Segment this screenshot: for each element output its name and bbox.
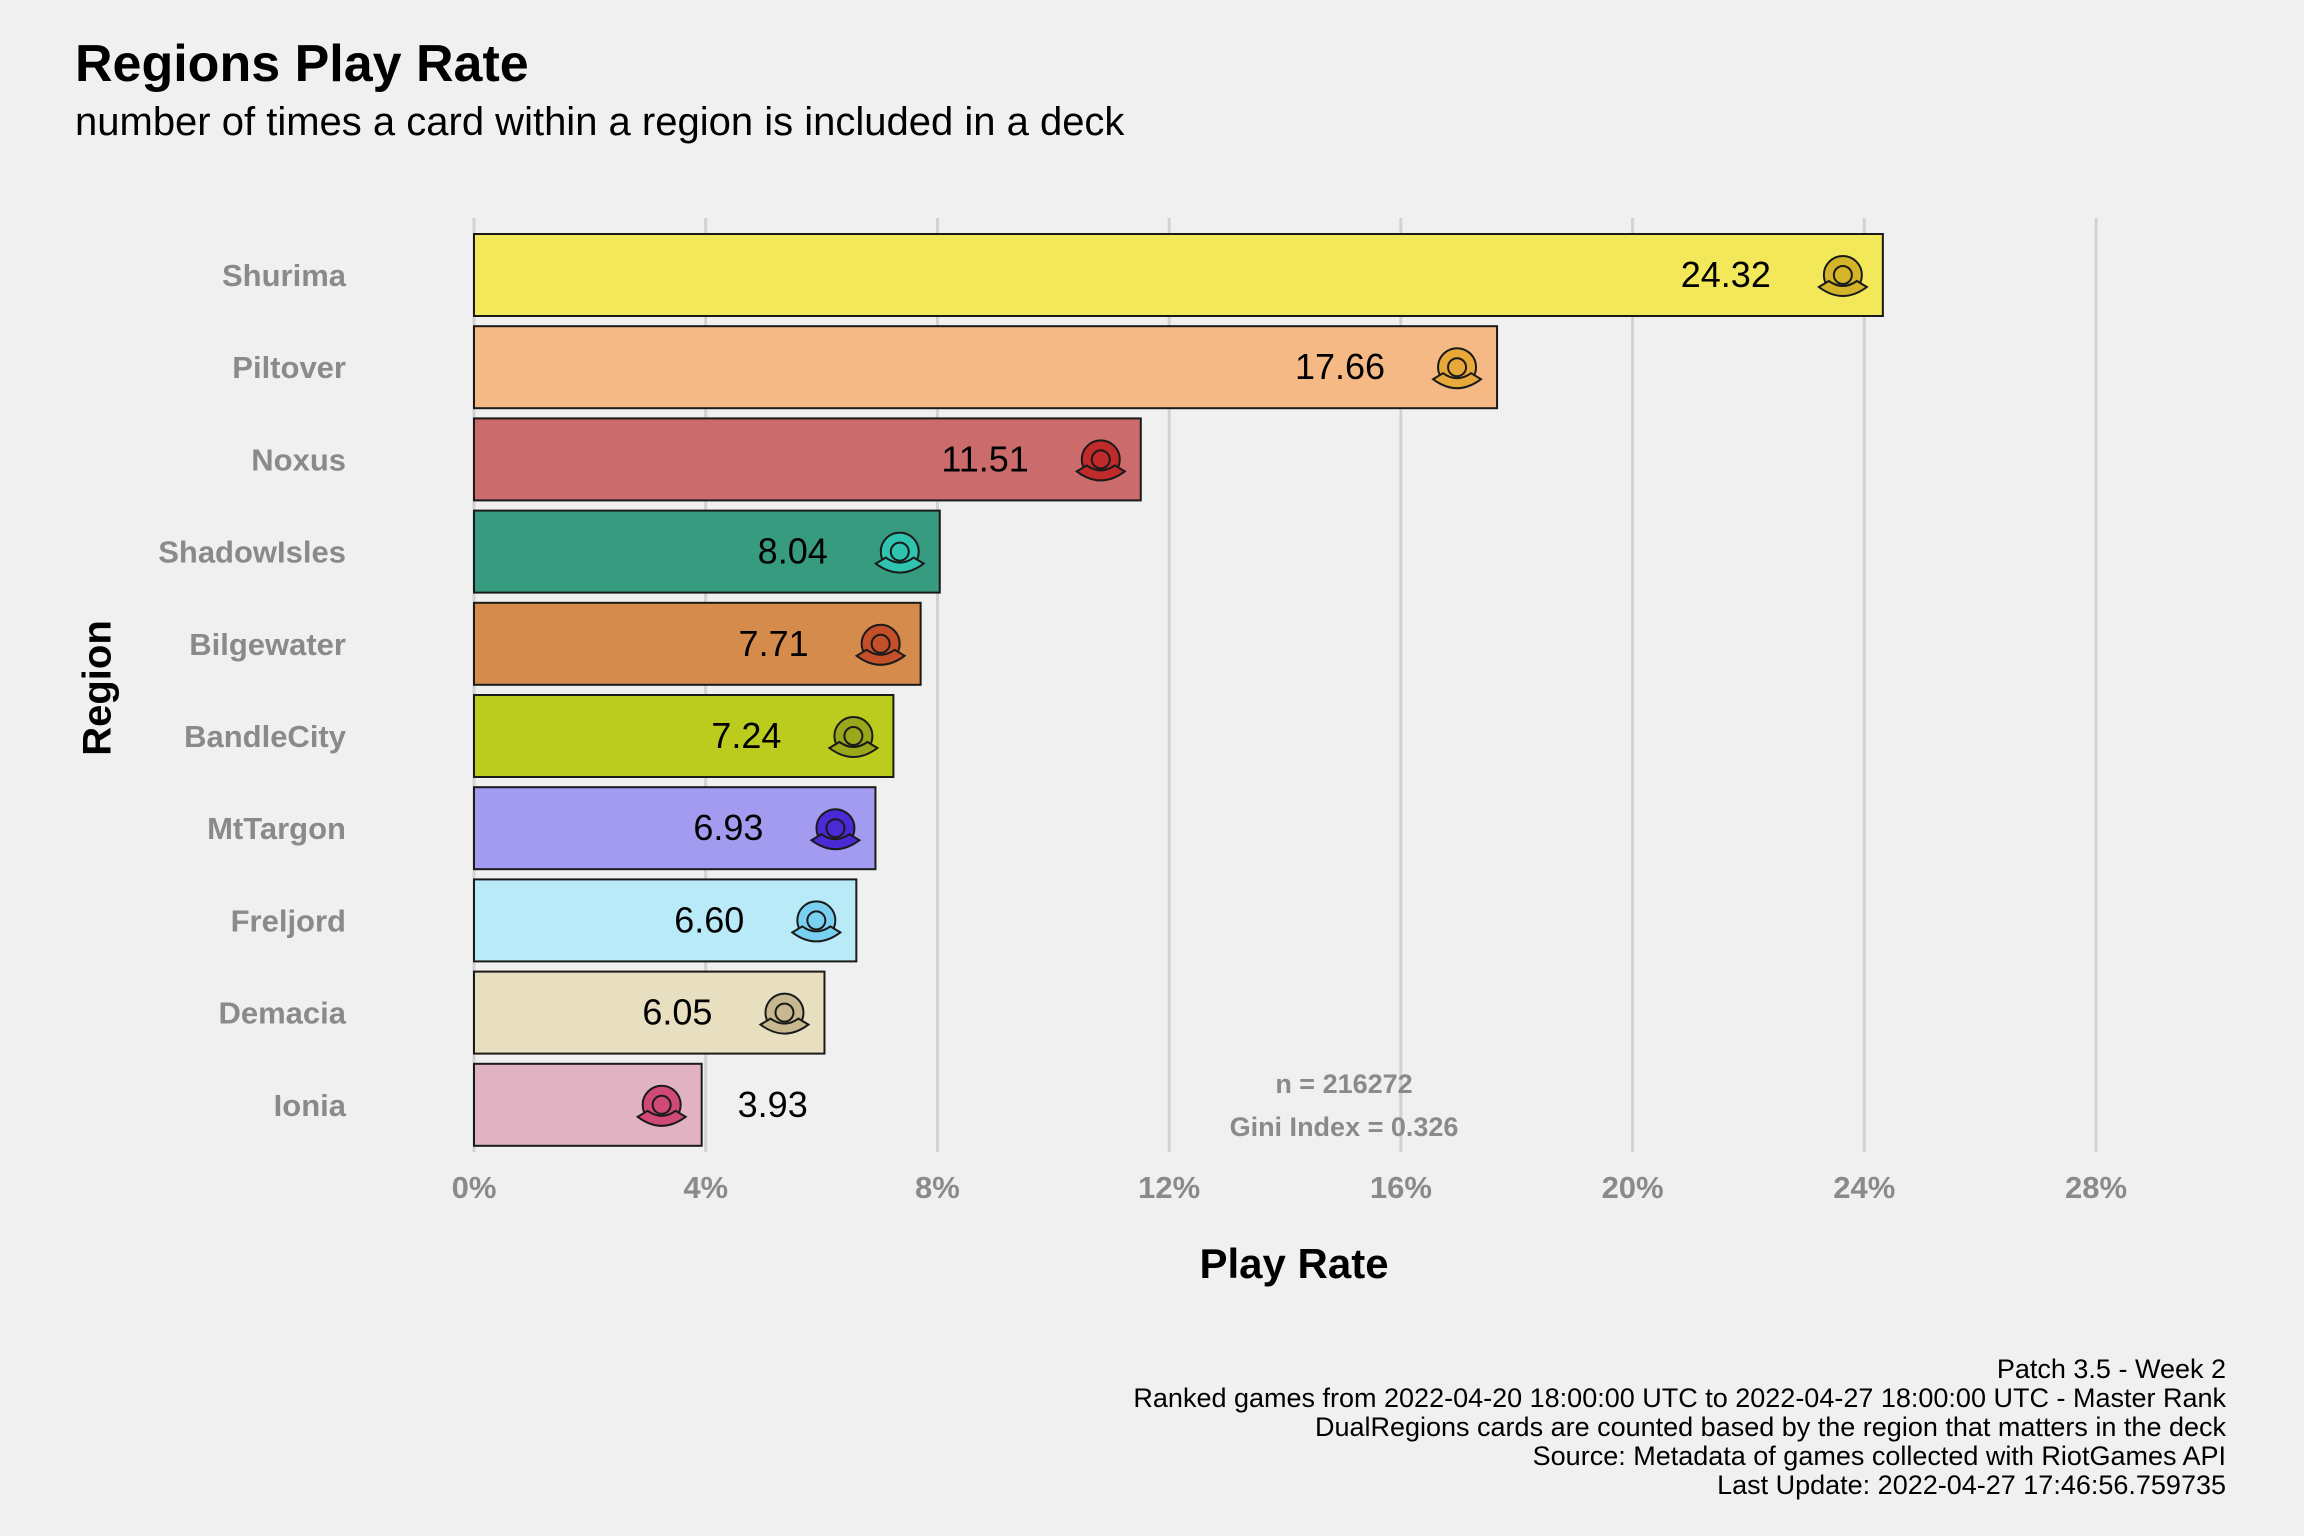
- x-tick-label: 8%: [915, 1170, 960, 1205]
- value-label: 7.24: [711, 715, 781, 756]
- bar: [473, 694, 895, 778]
- region-label: Shurima: [222, 258, 347, 293]
- value-label: 7.71: [739, 623, 809, 664]
- value-label: 24.32: [1681, 254, 1771, 295]
- chart-title: Regions Play Rate: [75, 35, 529, 93]
- x-axis-ticks: 0% 4% 8% 12% 16% 20% 24% 28%: [452, 1170, 2127, 1205]
- value-label: 3.93: [738, 1084, 808, 1125]
- value-label: 17.66: [1295, 346, 1385, 387]
- bar: [473, 233, 1884, 317]
- x-axis-title: Play Rate: [1199, 1240, 1389, 1287]
- x-tick-label: 24%: [1833, 1170, 1895, 1205]
- bar: [473, 878, 858, 963]
- footer-dualregions-note: DualRegions cards are counted based by t…: [1314, 1412, 2226, 1442]
- bar: [473, 325, 1499, 410]
- region-labels: Shurima Piltover Noxus ShadowIsles Bilgewate…: [158, 258, 347, 1123]
- y-axis-title: Region: [75, 620, 120, 756]
- bilgewater-emblem-icon: [854, 623, 907, 666]
- region-label: BandleCity: [184, 719, 347, 754]
- region-label: Piltover: [232, 350, 346, 385]
- bar: [473, 601, 922, 686]
- x-tick-label: 12%: [1138, 1170, 1200, 1205]
- piltover-emblem-icon: [1431, 347, 1483, 390]
- bar: [473, 786, 877, 871]
- footer-date-range: Ranked games from 2022-04-20 18:00:00 UT…: [1133, 1383, 2226, 1413]
- region-label: Demacia: [218, 996, 346, 1031]
- footer-source: Source: Metadata of games collected with…: [1532, 1441, 2226, 1471]
- footer-last-update: Last Update: 2022-04-27 17:46:56.759735: [1717, 1470, 2226, 1500]
- value-label: 11.51: [941, 438, 1028, 479]
- chart-subtitle: number of times a card within a region i…: [75, 100, 1125, 144]
- value-label: 6.93: [693, 807, 763, 848]
- demacia-emblem-icon: [758, 992, 811, 1035]
- x-tick-label: 4%: [683, 1170, 728, 1205]
- bar: [473, 1062, 703, 1147]
- region-label: Noxus: [251, 442, 346, 477]
- bar: [473, 417, 1142, 502]
- gini-index-annotation: Gini Index = 0.326: [1230, 1112, 1459, 1142]
- footer-caption: Patch 3.5 - Week 2 Ranked games from 202…: [1133, 1355, 2226, 1500]
- x-tick-label: 28%: [2065, 1170, 2127, 1205]
- noxus-emblem-icon: [1074, 439, 1127, 482]
- freljord-emblem-icon: [790, 900, 843, 943]
- value-label: 8.04: [758, 531, 828, 572]
- value-label: 6.60: [674, 899, 744, 940]
- sample-size-annotation: n = 216272: [1275, 1069, 1412, 1099]
- footer-patch: Patch 3.5 - Week 2: [1996, 1354, 2226, 1384]
- region-label: Ionia: [274, 1088, 347, 1123]
- stats-annotation: n = 216272 Gini Index = 0.326: [1230, 1069, 1459, 1142]
- x-tick-label: 20%: [1602, 1170, 1664, 1205]
- x-tick-label: 16%: [1370, 1170, 1432, 1205]
- region-label: Freljord: [231, 903, 346, 938]
- bars: 24.32 17.66 11.51 8.04 7.71 7.24 6.93 6.60 6.05 3…: [473, 233, 1884, 1147]
- x-tick-label: 0%: [452, 1170, 497, 1205]
- region-label: MtTargon: [207, 811, 346, 846]
- shadowisles-emblem-icon: [873, 531, 926, 574]
- region-label: ShadowIsles: [158, 535, 346, 570]
- region-label: Bilgewater: [189, 627, 346, 662]
- shurima-emblem-icon: [1817, 255, 1869, 297]
- mttargon-emblem-icon: [809, 808, 862, 851]
- value-label: 6.05: [642, 992, 712, 1033]
- bar: [473, 509, 941, 594]
- ionia-emblem-icon: [635, 1084, 688, 1127]
- bandlecity-emblem-icon: [827, 716, 880, 758]
